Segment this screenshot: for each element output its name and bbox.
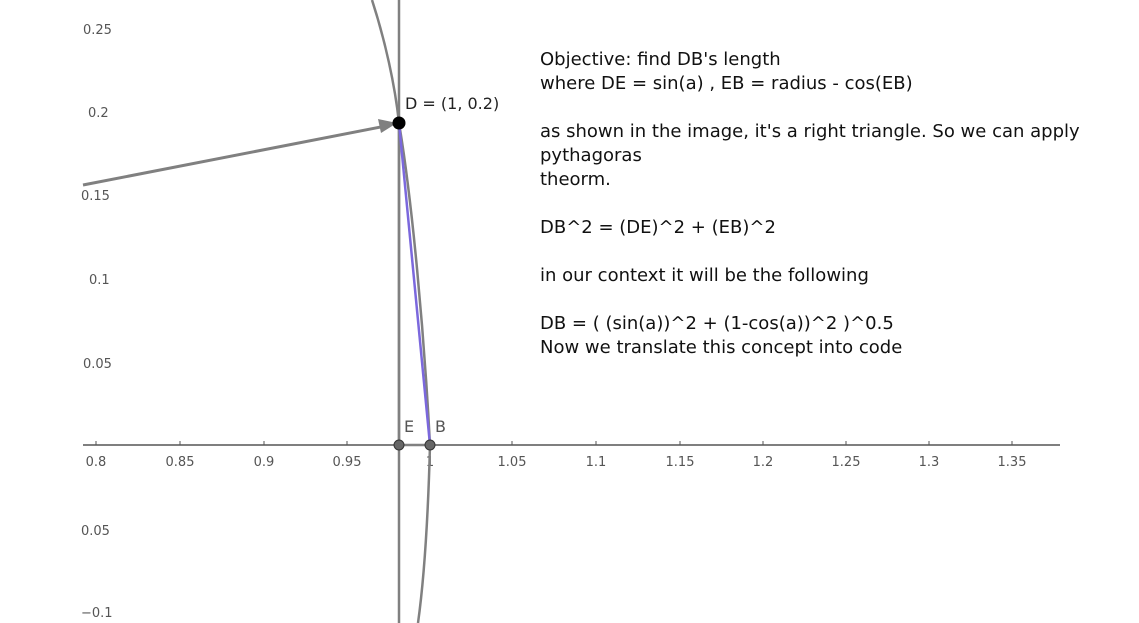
x-tick-label: 1.35 (998, 455, 1027, 470)
x-tick-label: 1.2 (753, 455, 774, 470)
definition-line: where DE = sin(a) , EB = radius - cos(EB… (540, 73, 913, 94)
theorem-line: theorm. (540, 169, 611, 190)
pythagoras-formula-line: DB^2 = (DE)^2 + (EB)^2 (540, 217, 776, 238)
x-tick-label: 0.95 (333, 455, 362, 470)
x-tick-label: 0.85 (166, 455, 195, 470)
x-tick-labels: 0.8 0.85 0.9 0.95 1 1.05 1.1 1.15 1.2 1.… (86, 455, 1027, 470)
point-D-label: D = (1, 0.2) (405, 94, 499, 113)
translate-line: Now we translate this concept into code (540, 337, 903, 358)
blank-line (540, 96, 1130, 120)
objective-line: Objective: find DB's length (540, 49, 781, 70)
point-E-label: E (404, 417, 414, 436)
radius-vector[interactable] (82, 124, 387, 187)
explanation-text-box[interactable]: Objective: find DB's length where DE = s… (540, 48, 1130, 360)
arrow-head-icon (378, 119, 397, 133)
x-tick-label: 1.05 (498, 455, 527, 470)
x-tick-label: 1.25 (832, 455, 861, 470)
y-tick-label: 0.2 (88, 106, 109, 121)
y-tick-label: 0.15 (81, 189, 110, 204)
point-E[interactable] (393, 439, 405, 451)
context-line: in our context it will be the following (540, 265, 869, 286)
unit-circle-arc[interactable] (370, 0, 432, 623)
segment-DB[interactable] (397, 122, 432, 446)
y-tick-labels: 0.25 0.2 0.15 0.1 0.05 0.05 −0.1 (81, 23, 113, 621)
blank-line (540, 192, 1130, 216)
y-tick-label: 0.05 (81, 524, 110, 539)
x-tick-label: 1.15 (666, 455, 695, 470)
x-tick-label: 0.9 (254, 455, 275, 470)
db-formula-line: DB = ( (sin(a))^2 + (1-cos(a))^2 )^0.5 (540, 313, 894, 334)
triangle-note-line: as shown in the image, it's a right tria… (540, 121, 1080, 166)
blank-line (540, 288, 1130, 312)
point-B-label: B (435, 417, 446, 436)
y-tick-label: 0.25 (83, 23, 112, 38)
y-tick-label: −0.1 (81, 606, 113, 621)
y-tick-label: 0.05 (83, 357, 112, 372)
x-tick-label: 1.1 (586, 455, 607, 470)
x-tick-label: 1.3 (919, 455, 940, 470)
y-tick-label: 0.1 (89, 273, 110, 288)
point-D[interactable] (392, 116, 406, 130)
x-tick-marks (95, 441, 1013, 445)
x-tick-label: 0.8 (86, 455, 107, 470)
blank-line (540, 240, 1130, 264)
point-B[interactable] (424, 439, 436, 451)
